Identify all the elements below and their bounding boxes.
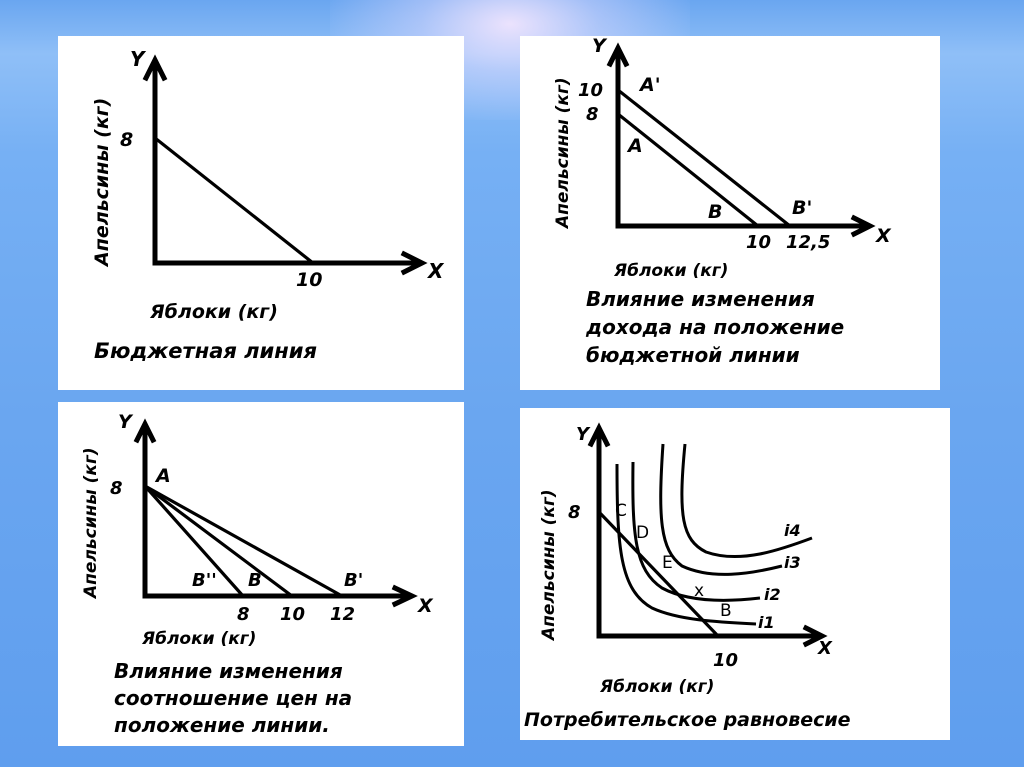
caption-line-3: положение линии. <box>114 713 330 737</box>
y-axis-letter: Y <box>130 47 147 71</box>
x-axis-arrow <box>850 214 876 238</box>
point-d: D <box>636 523 649 543</box>
budget-line <box>597 510 720 638</box>
curve-label-i3: i3 <box>784 553 801 572</box>
x-axis-title: Яблоки (кг) <box>599 677 714 697</box>
x-tick-10: 10 <box>280 604 305 625</box>
point-b: B <box>708 201 722 223</box>
x-tick-label: 10 <box>713 650 738 671</box>
x-tick-label: 10 <box>296 269 322 291</box>
panel-caption: Бюджетная линия <box>94 339 317 363</box>
y-axis-arrow <box>142 54 168 82</box>
x-axis-arrow <box>391 584 418 608</box>
caption-line-3: бюджетной линии <box>586 343 800 367</box>
x-tick-12: 12 <box>330 604 355 625</box>
x-axis-letter: X <box>817 638 833 659</box>
income-change-diagram: Y X 10 8 10 12,5 A' A B B' Апельсины (кг… <box>553 36 892 367</box>
curve-label-i2: i2 <box>764 585 781 604</box>
caption-line-2: дохода на положение <box>585 315 844 339</box>
budget-line <box>154 136 314 265</box>
point-b-double-prime: B'' <box>192 570 217 591</box>
original-budget-line <box>617 112 759 228</box>
budget-line-b-prime <box>144 484 343 598</box>
curve-label-i1: i1 <box>758 613 775 632</box>
y-tick-8: 8 <box>586 104 599 125</box>
point-b-prime: B' <box>344 570 363 591</box>
point-e: E <box>662 553 673 573</box>
budget-line-diagram: Y X 8 10 Апельсины (кг) Яблоки (кг) Бюдж… <box>91 47 445 363</box>
curve-label-i4: i4 <box>784 521 801 540</box>
y-axis-title: Апельсины (кг) <box>81 447 101 600</box>
x-tick-10: 10 <box>746 232 771 253</box>
point-b: B <box>720 601 732 621</box>
y-axis-arrow <box>587 422 611 448</box>
shifted-budget-line <box>617 88 791 228</box>
point-x: x <box>694 581 704 601</box>
point-b: B <box>248 570 262 591</box>
x-axis-letter: X <box>426 259 445 283</box>
x-axis-title: Яблоки (кг) <box>141 629 256 649</box>
x-axis-arrow <box>802 624 828 648</box>
y-axis-letter: Y <box>592 36 608 57</box>
indifference-curve-i4 <box>680 443 813 559</box>
x-axis-letter: X <box>417 595 434 617</box>
x-axis-title: Яблоки (кг) <box>613 261 728 281</box>
indifference-curve-i1 <box>615 463 757 626</box>
y-axis-title: Апельсины (кг) <box>539 489 559 642</box>
y-axis-letter: Y <box>118 411 134 433</box>
consumer-equilibrium-diagram: Y X 8 10 C D E x B i1 i2 i3 i4 Апельсины… <box>524 422 851 731</box>
x-axis-arrow <box>400 250 428 276</box>
budget-line-b <box>144 484 293 598</box>
y-tick-label: 8 <box>110 478 123 499</box>
y-tick-label: 8 <box>568 502 581 523</box>
x-axis-title: Яблоки (кг) <box>149 301 278 323</box>
income-change-panel: Y X 10 8 10 12,5 A' A B B' Апельсины (кг… <box>520 36 940 390</box>
indifference-curve-i3 <box>659 443 783 576</box>
y-axis-title: Апельсины (кг) <box>553 77 573 230</box>
point-a: A <box>154 465 171 487</box>
point-c: C <box>615 501 627 521</box>
panel-caption: Потребительское равновесие <box>524 709 851 731</box>
y-axis-title: Апельсины (кг) <box>91 98 113 268</box>
consumer-equilibrium-panel: Y X 8 10 C D E x B i1 i2 i3 i4 Апельсины… <box>520 408 950 740</box>
y-axis-arrow <box>133 418 157 444</box>
point-b-prime: B' <box>792 197 812 219</box>
y-axis-letter: Y <box>576 424 591 445</box>
caption-line-1: Влияние изменения <box>114 659 343 683</box>
budget-line-panel: Y X 8 10 Апельсины (кг) Яблоки (кг) Бюдж… <box>58 36 464 390</box>
point-a: A <box>626 135 643 157</box>
price-ratio-panel: Y X 8 8 10 12 A B'' B B' Апельсины (кг) … <box>58 402 464 746</box>
indifference-curve-i2 <box>631 461 761 602</box>
y-tick-10: 10 <box>578 80 603 101</box>
x-tick-12-5: 12,5 <box>786 232 830 253</box>
caption-line-1: Влияние изменения <box>586 287 815 311</box>
budget-line-b2 <box>143 484 245 598</box>
caption-line-2: соотношение цен на <box>114 686 352 710</box>
x-axis-letter: X <box>875 225 892 247</box>
point-a-prime: A' <box>638 74 661 96</box>
y-tick-label: 8 <box>120 129 133 151</box>
price-ratio-diagram: Y X 8 8 10 12 A B'' B B' Апельсины (кг) … <box>81 411 434 737</box>
y-axis-arrow <box>606 42 630 68</box>
x-tick-8: 8 <box>237 604 250 625</box>
